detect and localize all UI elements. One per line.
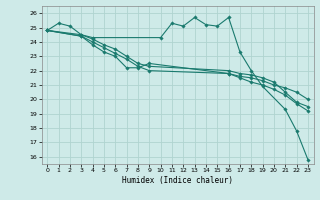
X-axis label: Humidex (Indice chaleur): Humidex (Indice chaleur) bbox=[122, 176, 233, 185]
